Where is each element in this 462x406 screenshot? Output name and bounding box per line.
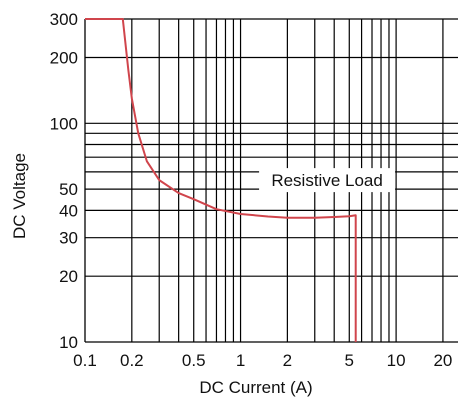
x-tick-label: 2 <box>283 351 292 370</box>
x-tick-label: 0.5 <box>182 351 206 370</box>
tick-labels: 0.1 0.2 0.5 1 2 5 10 20 10 20 30 40 50 100 200 300 <box>50 10 453 370</box>
y-tick-label: 50 <box>59 180 78 199</box>
x-tick-label: 0.1 <box>73 351 97 370</box>
x-axis-label: DC Current (A) <box>199 378 312 397</box>
annotation-background <box>259 168 396 193</box>
y-tick-label: 10 <box>59 333 78 352</box>
x-tick-label: 1 <box>236 351 245 370</box>
x-tick-label: 10 <box>387 351 406 370</box>
y-tick-label: 100 <box>50 114 78 133</box>
y-tick-label: 20 <box>59 267 78 286</box>
y-tick-label: 30 <box>59 229 78 248</box>
annotation-layer: Resistive Load <box>259 168 396 193</box>
x-tick-label: 0.2 <box>120 351 144 370</box>
series-line <box>85 18 357 342</box>
series-layer <box>85 18 357 342</box>
y-tick-label: 40 <box>59 201 78 220</box>
y-axis-label: DC Voltage <box>10 153 29 239</box>
annotation-label: Resistive Load <box>271 171 383 190</box>
x-tick-label: 20 <box>433 351 452 370</box>
y-tick-label: 200 <box>50 49 78 68</box>
x-tick-label: 5 <box>345 351 354 370</box>
y-tick-label: 300 <box>50 10 78 29</box>
